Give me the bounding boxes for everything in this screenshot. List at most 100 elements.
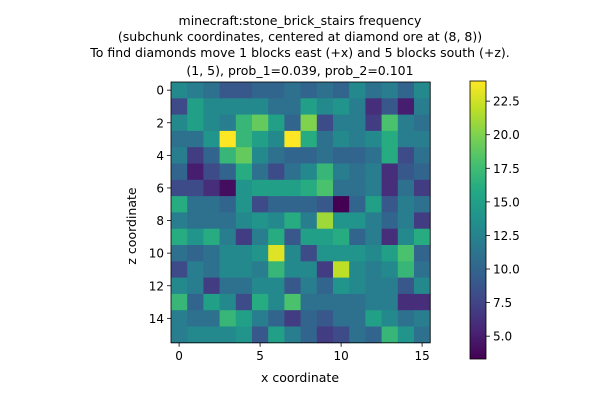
heatmap-cell: [284, 82, 301, 99]
heatmap-cell: [381, 147, 399, 164]
chart-title: minecraft:stone_brick_stairs frequency (…: [89, 13, 510, 78]
title-line: (1, 5), prob_1=0.039, prob_2=0.101: [186, 63, 413, 78]
heatmap-cell: [316, 196, 334, 213]
heatmap-cell: [203, 310, 220, 327]
heatmap-cell: [300, 98, 318, 115]
heatmap-cell: [349, 163, 366, 181]
heatmap-cell: [414, 130, 431, 148]
heatmap-cell: [414, 261, 431, 278]
heatmap-cell: [397, 310, 415, 327]
heatmap-cell: [171, 212, 188, 230]
heatmap-cell: [397, 98, 415, 115]
heatmap-cell: [316, 310, 334, 327]
heatmap-cell: [365, 130, 382, 148]
heatmap-cell: [300, 147, 318, 164]
y-tick-label: 10: [149, 247, 164, 261]
heatmap-cell: [268, 310, 285, 327]
heatmap-cell: [235, 245, 253, 262]
heatmap-cell: [203, 114, 220, 132]
colorbar-ticks: 5.0 7.5 10.0 12.5 15.0 17.5 20.0 22.5: [486, 95, 520, 344]
heatmap-cell: [284, 228, 301, 246]
heatmap-cell: [284, 163, 301, 181]
heatmap-cell: [414, 326, 431, 344]
heatmap-cell: [235, 196, 253, 213]
heatmap-cell: [268, 179, 285, 197]
heatmap-cell: [381, 245, 399, 262]
heatmap-cell: [219, 82, 237, 99]
heatmap-cell: [284, 261, 301, 278]
heatmap-cell: [219, 310, 237, 327]
heatmap-cell: [171, 114, 188, 132]
heatmap-cell: [381, 277, 399, 295]
heatmap-cell: [333, 245, 350, 262]
heatmap-cell: [365, 114, 382, 132]
heatmap-cell: [397, 212, 415, 230]
heatmap-cell: [252, 310, 269, 327]
heatmap-cell: [381, 163, 399, 181]
heatmap-cell: [284, 98, 301, 115]
heatmap-cell: [219, 130, 237, 148]
heatmap-cell: [252, 114, 269, 132]
heatmap-cell: [414, 82, 431, 99]
heatmap-cell: [365, 228, 382, 246]
heatmap-cell: [268, 261, 285, 278]
heatmap-cell: [187, 196, 204, 213]
heatmap-cell: [397, 163, 415, 181]
heatmap-cell: [316, 82, 334, 99]
heatmap-cell: [171, 310, 188, 327]
heatmap-cell: [397, 82, 415, 99]
heatmap-cell: [300, 293, 318, 311]
heatmap-cell: [284, 310, 301, 327]
heatmap-cell: [171, 228, 188, 246]
colorbar: [470, 81, 486, 359]
title-line: (subchunk coordinates, centered at diamo…: [118, 29, 482, 44]
heatmap-cell: [300, 163, 318, 181]
y-axis-ticks: 0 2 4 6 8 10 12 14: [149, 84, 171, 326]
heatmap-cell: [316, 245, 334, 262]
heatmap-cell: [284, 293, 301, 311]
heatmap-cell: [333, 98, 350, 115]
y-tick-label: 4: [156, 149, 164, 163]
heatmap-cell: [333, 163, 350, 181]
heatmap-cell: [203, 326, 220, 344]
heatmap-cell: [171, 196, 188, 213]
heatmap-cell: [300, 196, 318, 213]
heatmap-cell: [381, 179, 399, 197]
heatmap-cell: [187, 228, 204, 246]
heatmap-cell: [235, 261, 253, 278]
heatmap-cell: [333, 147, 350, 164]
heatmap-cell: [235, 82, 253, 99]
heatmap-cell: [284, 326, 301, 344]
heatmap-cell: [235, 163, 253, 181]
heatmap-cell: [187, 163, 204, 181]
heatmap-cell: [381, 130, 399, 148]
heatmap-cell: [252, 196, 269, 213]
colorbar-tick-label: 22.5: [493, 95, 520, 109]
heatmap-cell: [333, 114, 350, 132]
heatmap-cell: [171, 147, 188, 164]
heatmap-cell: [300, 212, 318, 230]
colorbar-tick-label: 5.0: [493, 330, 512, 344]
heatmap-cell: [187, 261, 204, 278]
heatmap-cell: [397, 114, 415, 132]
heatmap-cell: [365, 245, 382, 262]
heatmap-cell: [414, 277, 431, 295]
heatmap-cell: [268, 163, 285, 181]
title-line: minecraft:stone_brick_stairs frequency: [179, 13, 423, 28]
heatmap-cell: [333, 261, 350, 278]
heatmap-cell: [284, 277, 301, 295]
heatmap-cell: [235, 310, 253, 327]
heatmap-cell: [187, 147, 204, 164]
heatmap-cell: [381, 212, 399, 230]
heatmap-cell: [365, 147, 382, 164]
heatmap-cell: [300, 130, 318, 148]
heatmap-cell: [268, 245, 285, 262]
heatmap-cell: [219, 114, 237, 132]
heatmap-cell: [365, 277, 382, 295]
y-axis-label: z coordinate: [124, 187, 139, 265]
y-tick-label: 8: [156, 214, 164, 228]
heatmap-cell: [397, 293, 415, 311]
heatmap-cell: [381, 114, 399, 132]
heatmap-cell: [219, 261, 237, 278]
